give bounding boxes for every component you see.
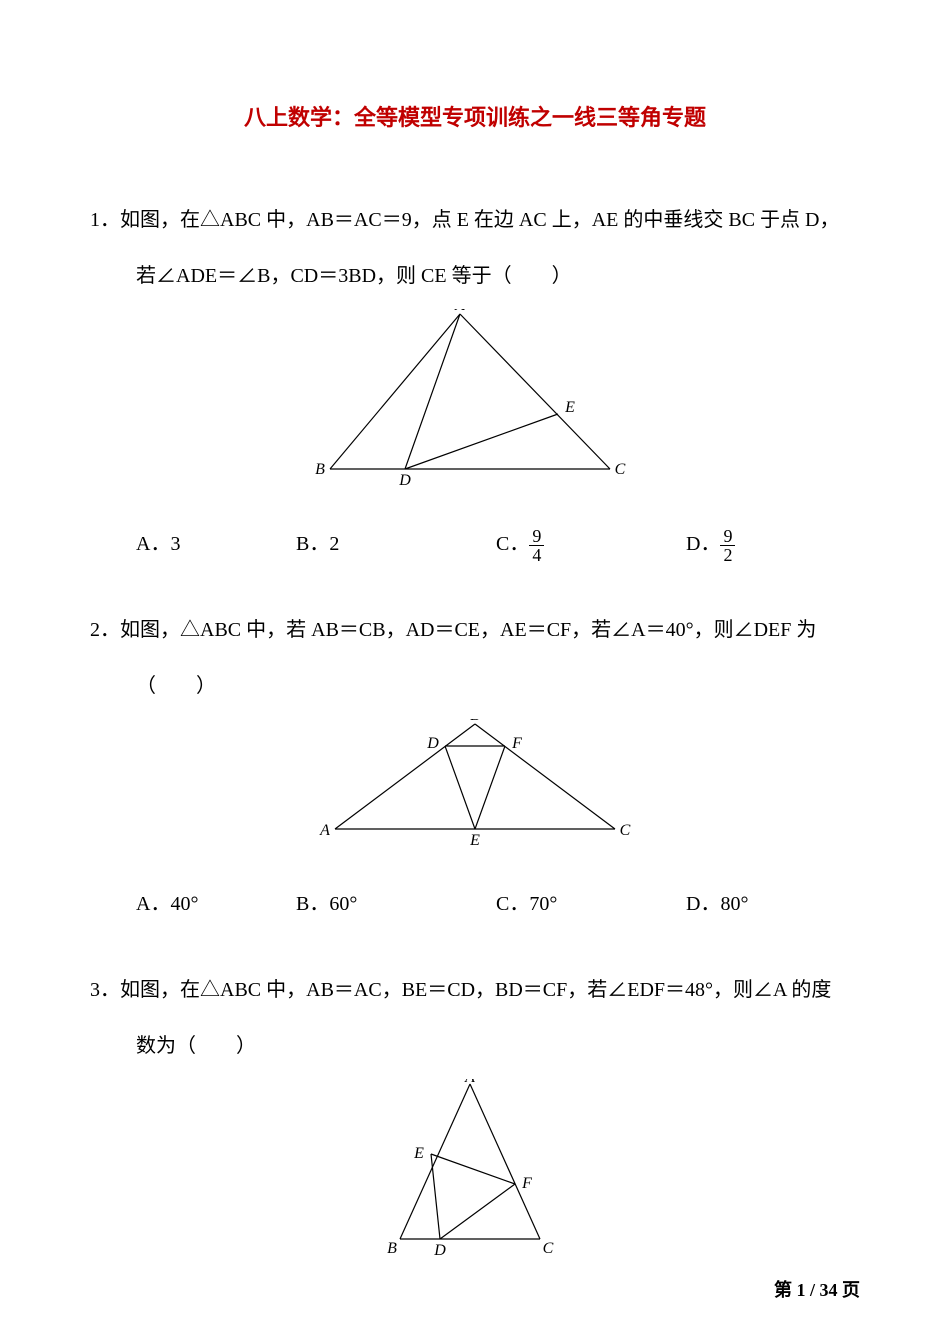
q1-c-den: 4 xyxy=(529,546,544,564)
q1-opt-d: D．92 xyxy=(686,516,735,572)
q1-line2: 若∠ADE＝∠B，CD＝3BD，则 CE 等于（ ） xyxy=(90,248,860,304)
svg-text:A: A xyxy=(319,822,330,839)
q3-line2: 数为（ ） xyxy=(90,1018,860,1074)
svg-text:E: E xyxy=(413,1145,424,1162)
svg-text:D: D xyxy=(426,735,439,752)
svg-text:F: F xyxy=(511,735,522,752)
fraction-icon: 94 xyxy=(529,527,544,564)
q1-opt-c: C．94 xyxy=(496,516,686,572)
q1-line1: 1．如图，在△ABC 中，AB＝AC＝9，点 E 在边 AC 上，AE 的中垂线… xyxy=(90,192,860,248)
footer-suffix: 页 xyxy=(838,1280,861,1300)
page-title: 八上数学：全等模型专项训练之一线三等角专题 xyxy=(90,100,860,132)
svg-text:C: C xyxy=(615,461,626,478)
q2-line2: （ ） xyxy=(90,658,860,714)
svg-text:A: A xyxy=(454,309,465,314)
q1-opt-a: A．3 xyxy=(136,516,296,572)
q2-opt-d: D．80° xyxy=(686,876,748,932)
question-2: 2．如图，△ABC 中，若 AB＝CB，AD＝CE，AE＝CF，若∠A＝40°，… xyxy=(90,602,860,932)
svg-text:D: D xyxy=(433,1242,446,1259)
q2-line1: 2．如图，△ABC 中，若 AB＝CB，AD＝CE，AE＝CF，若∠A＝40°，… xyxy=(90,602,860,658)
svg-text:F: F xyxy=(521,1175,532,1192)
q2-options: A．40° B．60° C．70° D．80° xyxy=(90,876,860,932)
q2-opt-c: C．70° xyxy=(496,876,686,932)
q1-options: A．3 B．2 C．94 D．92 xyxy=(90,516,860,572)
q2-diagram: A B C D E F xyxy=(90,719,860,871)
footer-prefix: 第 xyxy=(774,1280,797,1300)
q1-opt-d-prefix: D． xyxy=(686,533,720,555)
q1-c-num: 9 xyxy=(529,527,544,546)
q2-opt-a: A．40° xyxy=(136,876,296,932)
question-3: 3．如图，在△ABC 中，AB＝AC，BE＝CD，BD＝CF，若∠EDF＝48°… xyxy=(90,962,860,1281)
svg-text:D: D xyxy=(398,472,411,489)
footer-total: 34 xyxy=(820,1280,838,1300)
svg-text:C: C xyxy=(620,822,631,839)
q2-opt-b: B．60° xyxy=(296,876,496,932)
q3-diagram: A B C D E F xyxy=(90,1079,860,1281)
question-1: 1．如图，在△ABC 中，AB＝AC＝9，点 E 在边 AC 上，AE 的中垂线… xyxy=(90,192,860,572)
q1-d-den: 2 xyxy=(720,546,735,564)
svg-text:B: B xyxy=(315,461,325,478)
fraction-icon: 92 xyxy=(720,527,735,564)
q1-diagram: A B D C E xyxy=(90,309,860,511)
svg-text:B: B xyxy=(387,1240,397,1257)
q1-d-num: 9 xyxy=(720,527,735,546)
svg-text:B: B xyxy=(470,719,480,724)
svg-text:C: C xyxy=(543,1240,554,1257)
q1-opt-b: B．2 xyxy=(296,516,496,572)
page-footer: 第 1 / 34 页 xyxy=(774,1276,860,1302)
footer-sep: / xyxy=(805,1280,819,1300)
svg-text:E: E xyxy=(469,832,480,849)
svg-text:A: A xyxy=(464,1079,475,1086)
svg-text:E: E xyxy=(564,399,575,416)
q1-opt-c-prefix: C． xyxy=(496,533,529,555)
q3-line1: 3．如图，在△ABC 中，AB＝AC，BE＝CD，BD＝CF，若∠EDF＝48°… xyxy=(90,962,860,1018)
